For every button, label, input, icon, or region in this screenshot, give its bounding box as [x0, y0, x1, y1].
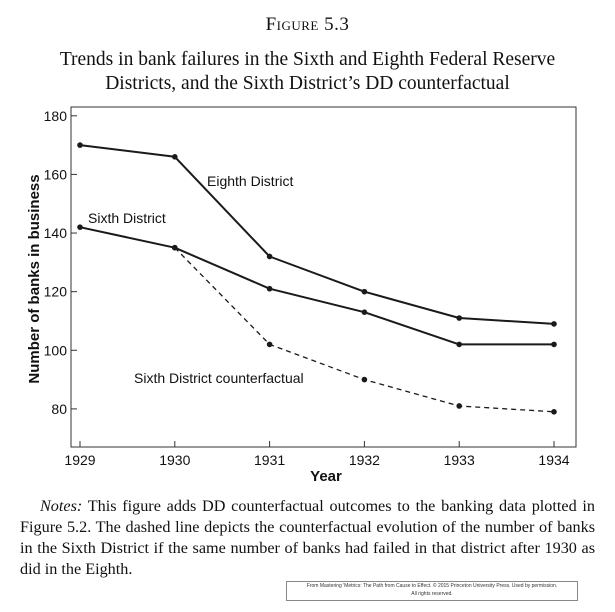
chart-layer: 80 100 120 140 160 180 1929 1930 1931 1932 1933 193…	[26, 106, 577, 485]
series-3-point-1931	[266, 341, 273, 348]
series-1-line	[79, 144, 555, 325]
series-2-point-1933	[456, 341, 463, 348]
series-2-point-1932	[361, 309, 368, 315]
x-tick-label-1930: 1930	[159, 452, 190, 468]
y-tick-label-180: 180	[44, 108, 68, 124]
y-tick-label-120: 120	[44, 284, 68, 300]
series-2-point-1929	[77, 224, 83, 230]
notes-label: Notes:	[40, 497, 83, 515]
figure-notes: Notes: This figure adds DD counterfactua…	[20, 496, 595, 580]
figure-title: Trends in bank failures in the Sixth and…	[20, 48, 595, 96]
series-3-point-1933	[456, 403, 463, 409]
series-3-point-1932	[361, 376, 368, 383]
plot-frame	[70, 106, 577, 448]
credit-box: From Mastering 'Metrics: The Path from C…	[286, 581, 578, 601]
series-1-point-1933	[456, 315, 463, 321]
series-1-point-1932	[361, 288, 368, 295]
figure-title-line-1: Trends in bank failures in the Sixth and…	[59, 49, 556, 70]
credit-line-2: All rights reserved.	[411, 591, 453, 597]
credit-line-1: From Mastering 'Metrics: The Path from C…	[306, 583, 558, 589]
notes-text: This figure adds DD counterfactual outco…	[20, 497, 595, 578]
series-2-label: Sixth District	[88, 210, 166, 226]
x-tick-label-1932: 1932	[349, 452, 380, 468]
series-1-label: Eighth District	[207, 173, 293, 189]
x-axis-label: Year	[310, 468, 342, 485]
x-tick-label-1933: 1933	[444, 452, 475, 468]
series-2-point-1931	[266, 285, 273, 292]
figure-label: Figure 5.3	[265, 14, 350, 35]
series-3-point-1930	[172, 244, 178, 251]
series-1-point-1930	[172, 154, 178, 160]
y-tick-label-140: 140	[44, 225, 68, 241]
x-tick-label-1934: 1934	[538, 452, 569, 468]
series-1-point-1934	[551, 321, 557, 327]
y-tick-label-160: 160	[44, 166, 68, 182]
series-2-line	[79, 226, 554, 346]
series-1-point-1931	[266, 253, 273, 260]
series-3-label: Sixth District counterfactual	[134, 370, 304, 386]
series-1-point-1929	[77, 142, 83, 148]
x-tick-label-1929: 1929	[64, 452, 95, 468]
y-tick-label-80: 80	[51, 401, 67, 417]
y-tick-label-100: 100	[44, 342, 68, 358]
series-2-point-1934	[551, 341, 557, 348]
series-3-point-1934	[551, 409, 557, 415]
y-axis-label: Number of banks in business	[26, 174, 43, 383]
x-tick-label-1931: 1931	[254, 452, 285, 468]
figure-title-line-2: Districts, and the Sixth District’s DD c…	[105, 73, 510, 94]
